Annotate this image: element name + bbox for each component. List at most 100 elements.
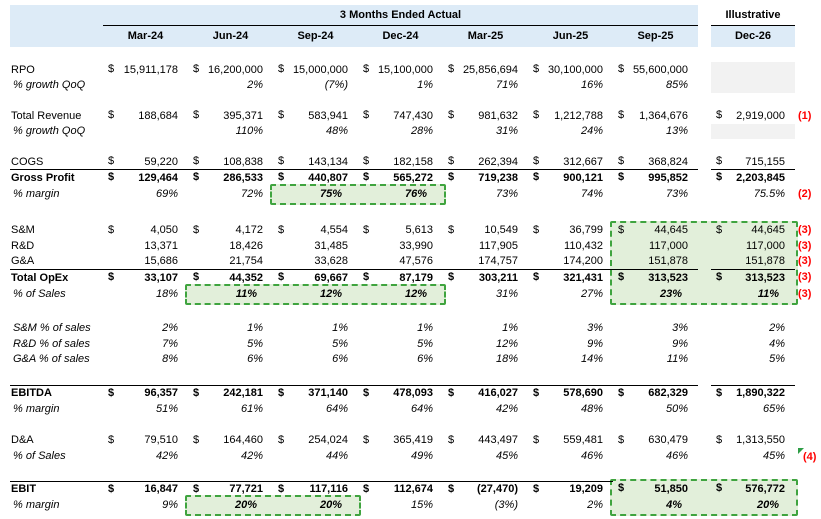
column-header-sep-24[interactable]: Sep-24 [273, 25, 358, 47]
cell-cogs-Jun-25[interactable]: $312,667 [528, 154, 613, 170]
cell-ga-Jun-24[interactable]: 21,754 [188, 253, 273, 270]
cell-sm_pct-Dec-24[interactable]: 1% [417, 322, 433, 335]
cell-rev_growth-Mar-25[interactable]: 31% [495, 125, 518, 138]
cell-opex-Mar-25[interactable]: $303,211 [443, 269, 528, 286]
cell-rev_growth-Sep-24[interactable]: 48% [325, 125, 348, 138]
row-label-da_pct[interactable]: % of Sales [13, 450, 66, 462]
cell-sm-Mar-25[interactable]: $10,549 [443, 223, 528, 239]
cell-sm_pct-Sep-24[interactable]: 1% [332, 322, 348, 335]
cell-rpo-Jun-24[interactable]: $16,200,000 [188, 62, 273, 78]
cell-opex_pct-Dec-26[interactable]: 11% [757, 287, 779, 300]
cell-cogs-Mar-24[interactable]: $59,220 [103, 154, 188, 170]
cell-revenue-Mar-25[interactable]: $981,632 [443, 108, 528, 124]
row-label-ebit_margin[interactable]: % margin [13, 499, 60, 511]
cell-opex_pct-Sep-24[interactable]: 12% [319, 287, 342, 300]
cell-revenue-Jun-24[interactable]: $395,371 [188, 108, 273, 124]
cell-da-Mar-25[interactable]: $443,497 [443, 433, 528, 449]
cell-ga-Sep-25[interactable]: 151,878 [613, 253, 698, 270]
row-label-sm_pct[interactable]: S&M % of sales [13, 322, 91, 335]
cell-rpo-Jun-25[interactable]: $30,100,000 [528, 62, 613, 78]
cell-opex_pct-Sep-25[interactable]: 23% [659, 287, 682, 300]
cell-da-Jun-24[interactable]: $164,460 [188, 433, 273, 449]
header-label-cell[interactable] [10, 25, 103, 47]
cell-ga-Mar-24[interactable]: 15,686 [103, 253, 188, 270]
cell-rpo-Dec-24[interactable]: $15,100,000 [358, 62, 443, 78]
cell-sm-Jun-25[interactable]: $36,799 [528, 223, 613, 239]
cell-rd_pct-Dec-26[interactable]: 4% [769, 337, 785, 350]
cell-gp_margin-Mar-25[interactable]: 73% [495, 187, 518, 200]
cell-gp_margin-Sep-24[interactable]: 75% [319, 187, 342, 200]
row-label-rd_pct[interactable]: R&D % of sales [13, 337, 91, 350]
cell-rd_pct-Mar-25[interactable]: 12% [495, 337, 518, 350]
cell-gp-Dec-26[interactable]: $2,203,845 [711, 170, 795, 186]
cell-da_pct-Dec-24[interactable]: 49% [410, 450, 433, 462]
cell-sm-Sep-25[interactable]: $44,645 [613, 223, 698, 239]
cell-rd-Jun-24[interactable]: 18,426 [229, 239, 263, 252]
cell-rpo_growth-Dec-24[interactable]: 1% [417, 79, 433, 92]
row-label-ebit[interactable]: EBIT [11, 483, 37, 496]
cell-ebit-Mar-25[interactable]: $ (27,470) [443, 481, 528, 497]
column-header-mar-24[interactable]: Mar-24 [103, 25, 188, 47]
row-label-gp[interactable]: Gross Profit [11, 171, 75, 184]
cell-da_pct-Mar-25[interactable]: 45% [495, 450, 518, 462]
cell-ebit-Dec-24[interactable]: $112,674 [358, 481, 443, 497]
cell-cogs-Jun-24[interactable]: $108,838 [188, 154, 273, 170]
cell-ebitda_margin-Sep-24[interactable]: 64% [325, 402, 348, 415]
cell-ebitda-Dec-26[interactable]: $1,890,322 [711, 385, 795, 401]
column-header-dec-24[interactable]: Dec-24 [358, 25, 443, 47]
cell-ebitda_margin-Jun-25[interactable]: 48% [580, 402, 603, 415]
cell-cogs-Mar-25[interactable]: $262,394 [443, 154, 528, 170]
cell-rd_pct-Jun-25[interactable]: 9% [587, 337, 603, 350]
cell-rev_growth-Jun-25[interactable]: 24% [580, 125, 603, 138]
cell-sm-Dec-24[interactable]: $5,613 [358, 223, 443, 239]
cell-ebit-Sep-24[interactable]: $117,116 [273, 481, 358, 497]
cell-opex-Sep-25[interactable]: $313,523 [613, 269, 698, 286]
cell-gp-Sep-25[interactable]: $995,852 [613, 170, 698, 186]
cell-ebit-Dec-26[interactable]: $576,772 [711, 481, 795, 497]
cell-revenue-Jun-25[interactable]: $1,212,788 [528, 108, 613, 124]
cell-ebit-Mar-24[interactable]: $16,847 [103, 481, 188, 497]
cell-ga_pct-Dec-24[interactable]: 6% [417, 353, 433, 366]
row-label-ebitda_margin[interactable]: % margin [13, 402, 60, 415]
row-label-da[interactable]: D&A [11, 434, 34, 447]
column-header-jun-25[interactable]: Jun-25 [528, 25, 613, 47]
cell-cogs-Sep-25[interactable]: $368,824 [613, 154, 698, 170]
cell-ga_pct-Jun-25[interactable]: 14% [580, 353, 603, 366]
cell-sm_pct-Mar-25[interactable]: 1% [502, 322, 518, 335]
cell-revenue-Mar-24[interactable]: $188,684 [103, 108, 188, 124]
cell-ebit_margin-Mar-24[interactable]: 9% [162, 499, 178, 511]
cell-da-Mar-24[interactable]: $79,510 [103, 433, 188, 449]
cell-sm-Mar-24[interactable]: $4,050 [103, 223, 188, 239]
cell-rpo-Mar-25[interactable]: $25,856,694 [443, 62, 528, 78]
cell-rpo_growth-Jun-25[interactable]: 16% [580, 79, 603, 92]
cell-ebitda-Jun-25[interactable]: $578,690 [528, 385, 613, 401]
cell-ebitda_margin-Mar-24[interactable]: 51% [155, 402, 178, 415]
cell-ga-Sep-24[interactable]: 33,628 [273, 253, 358, 270]
cell-da-Jun-25[interactable]: $559,481 [528, 433, 613, 449]
cell-ebitda_margin-Sep-25[interactable]: 50% [665, 402, 688, 415]
cell-da-Dec-24[interactable]: $365,419 [358, 433, 443, 449]
cell-gp_margin-Jun-25[interactable]: 74% [580, 187, 603, 200]
cell-ebit_margin-Mar-25[interactable]: (3%) [494, 499, 518, 511]
cell-opex-Dec-26[interactable]: $313,523 [711, 269, 795, 286]
cell-sm-Jun-24[interactable]: $4,172 [188, 223, 273, 239]
cell-gp-Mar-25[interactable]: $719,238 [443, 170, 528, 186]
cell-da_pct-Sep-25[interactable]: 46% [665, 450, 688, 462]
cell-ga-Jun-25[interactable]: 174,200 [528, 253, 613, 270]
cell-gp-Dec-24[interactable]: $565,272 [358, 170, 443, 186]
cell-rd-Dec-24[interactable]: 33,990 [399, 239, 433, 252]
cell-ga_pct-Mar-24[interactable]: 8% [162, 353, 178, 366]
cell-ebitda_margin-Jun-24[interactable]: 61% [240, 402, 263, 415]
cell-ebit-Jun-25[interactable]: $19,209 [528, 481, 613, 497]
cell-rev_growth-Mar-24[interactable] [103, 124, 188, 140]
cell-revenue-Sep-25[interactable]: $1,364,676 [613, 108, 698, 124]
cell-gp-Jun-24[interactable]: $286,533 [188, 170, 273, 186]
row-label-ga[interactable]: G&A [10, 253, 103, 270]
cell-sm_pct-Sep-25[interactable]: 3% [672, 322, 688, 335]
cell-gp-Jun-25[interactable]: $900,121 [528, 170, 613, 186]
cell-da_pct-Mar-24[interactable]: 42% [155, 450, 178, 462]
cell-ebit_margin-Jun-25[interactable]: 2% [587, 499, 603, 511]
cell-sm_pct-Mar-24[interactable]: 2% [162, 322, 178, 335]
cell-rpo_growth-Sep-25[interactable]: 85% [665, 79, 688, 92]
cell-sm_pct-Jun-24[interactable]: 1% [247, 322, 263, 335]
